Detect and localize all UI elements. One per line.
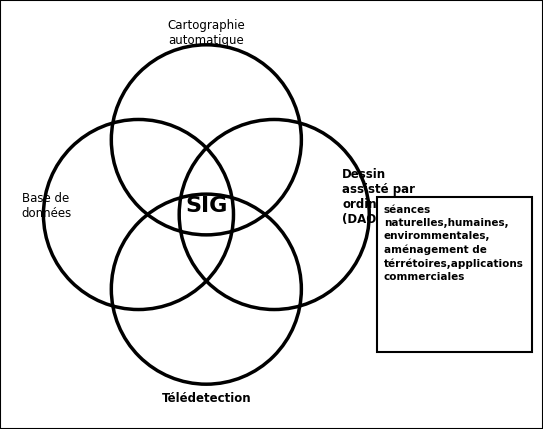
Text: Télédetection: Télédetection — [161, 393, 251, 405]
Text: Cartographie
automatique: Cartographie automatique — [167, 19, 245, 47]
Text: séances
naturelles,humaines,
envirommentales,
aménagement de
térrétoires,applica: séances naturelles,humaines, enviromment… — [384, 205, 524, 282]
Bar — [377, 197, 532, 352]
Text: Base de
données: Base de données — [22, 192, 72, 220]
Text: Dessin
assisté par
ordinateur
(DAO): Dessin assisté par ordinateur (DAO) — [342, 168, 415, 227]
Text: SIG: SIG — [185, 196, 228, 216]
